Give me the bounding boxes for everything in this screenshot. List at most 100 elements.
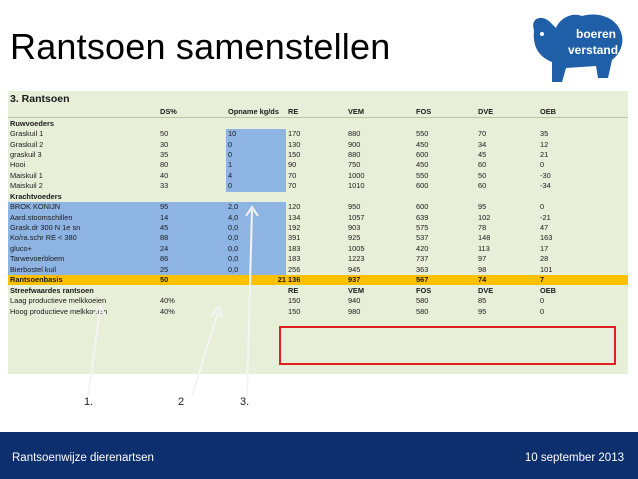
table-cell: 45 <box>158 222 226 234</box>
table-cell: 420 <box>416 243 429 253</box>
table-cell: 150 <box>288 296 301 306</box>
table-cell: 1223 <box>348 254 365 264</box>
table-cell: 113 <box>478 243 490 253</box>
table-cell: 50 <box>158 275 226 286</box>
section-row: Ruwvoeders <box>8 118 628 129</box>
table-cell: 0 <box>540 160 545 170</box>
table-cell <box>538 192 628 202</box>
table-cell: 74 <box>476 275 538 286</box>
table-cell: 1057 <box>348 212 365 222</box>
table-cell: 40% <box>160 296 175 306</box>
table-cell <box>226 91 286 107</box>
table-cell: BROK KONIJN <box>8 201 158 213</box>
table-cell: 880 <box>348 149 361 159</box>
table-cell: Grask.dr 300 N 1e sn <box>8 222 158 234</box>
table-cell: VEM <box>348 285 365 295</box>
table-cell <box>226 118 286 129</box>
table-cell: Krachtvoeders <box>10 191 62 201</box>
table-cell: 880 <box>348 129 361 139</box>
table-row: Graskuil 1 50 10 170 880 550 70 35 <box>8 128 628 140</box>
logo-line2: verstand <box>568 43 618 57</box>
table-cell: 80 <box>160 160 169 170</box>
table-cell <box>158 192 226 202</box>
table-cell: 150 <box>288 306 301 316</box>
table-cell: Laag productieve melkkoeien <box>10 296 107 306</box>
table-cell <box>346 192 414 202</box>
table-cell <box>158 91 226 107</box>
table-cell <box>158 118 226 129</box>
table-cell: 85 <box>478 296 487 306</box>
target-values-highlight <box>279 326 616 365</box>
table-cell: 25 <box>158 264 226 275</box>
table-cell: 34 <box>478 139 487 149</box>
table-cell: 183 <box>288 243 301 253</box>
footer-date: 10 september 2013 <box>524 452 624 464</box>
table-cell: Opname kg/ds <box>226 107 286 119</box>
table-cell: 903 <box>348 223 361 233</box>
table-cell <box>476 192 538 202</box>
table-cell: 90 <box>288 160 297 170</box>
table-cell: 737 <box>416 254 429 264</box>
table-cell: Maiskuil 1 <box>10 170 43 180</box>
table-cell: 600 <box>416 149 429 159</box>
table-cell: 537 <box>416 233 429 243</box>
table-cell: VEM <box>346 107 414 119</box>
footer-left-text: Rantsoenwijze dierenartsen <box>12 452 154 464</box>
table-row: Grask.dr 300 N 1e sn 45 0,0 192 903 575 78 47 <box>8 222 628 234</box>
table-cell: Graskuil 2 <box>10 139 44 149</box>
table-cell: FOS <box>416 285 432 295</box>
table-cell <box>226 296 286 306</box>
table-cell: 639 <box>416 212 429 222</box>
table-cell: DS% <box>158 107 226 119</box>
table-cell <box>226 285 286 295</box>
footer-bar: Rantsoenwijze dierenartsen 10 september … <box>0 432 638 479</box>
table-cell <box>538 91 628 107</box>
table-row: Aard.stoomschillen 14 4,0 134 1057 639 102 -21 <box>8 212 628 223</box>
table-cell: 192 <box>288 223 301 233</box>
table-cell: 580 <box>416 296 429 306</box>
table-cell: 0 <box>540 202 545 212</box>
table-row: Graskuil 2 30 0 130 900 450 34 12 <box>8 139 628 150</box>
table-cell: Hoog productieve melkkoeien <box>10 306 108 316</box>
table-cell: 2,0 <box>226 201 286 213</box>
table-cell: OEB <box>540 285 557 295</box>
sheet-title-row: 3. Rantsoen <box>8 91 628 107</box>
table-cell: 450 <box>416 160 429 170</box>
table-cell: 0 <box>540 296 545 306</box>
table-cell: 40% <box>160 306 175 316</box>
table-cell: Bierbostel kuil <box>8 264 158 275</box>
table-cell: 134 <box>288 212 301 222</box>
table-cell: 1010 <box>348 181 365 191</box>
table-cell: 0,0 <box>226 233 286 244</box>
target-row: Laag productieve melkkoeien 40% 150 940 580 8… <box>8 296 628 306</box>
table-cell: 120 <box>288 202 301 212</box>
table-row: gluco+ 24 0,0 183 1005 420 113 17 <box>8 243 628 255</box>
table-cell: -21 <box>540 212 551 222</box>
table-cell: 24 <box>158 243 226 255</box>
table-cell: 1000 <box>348 170 365 180</box>
table-cell: 0 <box>540 306 545 316</box>
table-cell: 98 <box>478 264 487 274</box>
table-cell: graskuil 3 <box>10 149 42 159</box>
table-row: Hooi 80 1 90 750 450 60 0 <box>8 160 628 171</box>
table-cell: 0 <box>226 149 286 161</box>
table-cell: 35 <box>540 129 549 139</box>
table-cell: 575 <box>416 223 429 233</box>
table-cell <box>8 107 158 119</box>
table-cell <box>414 91 476 107</box>
table-cell: FOS <box>414 107 476 119</box>
table-cell: 40 <box>160 170 169 180</box>
table-cell <box>476 91 538 107</box>
table-cell: 12 <box>540 139 549 149</box>
table-cell: 7 <box>538 275 628 286</box>
table-cell: 95 <box>158 201 226 213</box>
table-cell: 60 <box>478 181 487 191</box>
table-cell: Aard.stoomschillen <box>8 212 158 223</box>
table-cell: 600 <box>416 202 429 212</box>
table-row: Maiskuil 2 33 0 70 1010 600 60 -34 <box>8 181 628 192</box>
table-cell: 130 <box>288 139 301 149</box>
basis-row: Rantsoenbasis 50 21 136 937 567 74 7 <box>8 275 628 286</box>
table-cell: 170 <box>288 129 301 139</box>
table-cell <box>414 192 476 202</box>
table-cell: 50 <box>478 170 487 180</box>
